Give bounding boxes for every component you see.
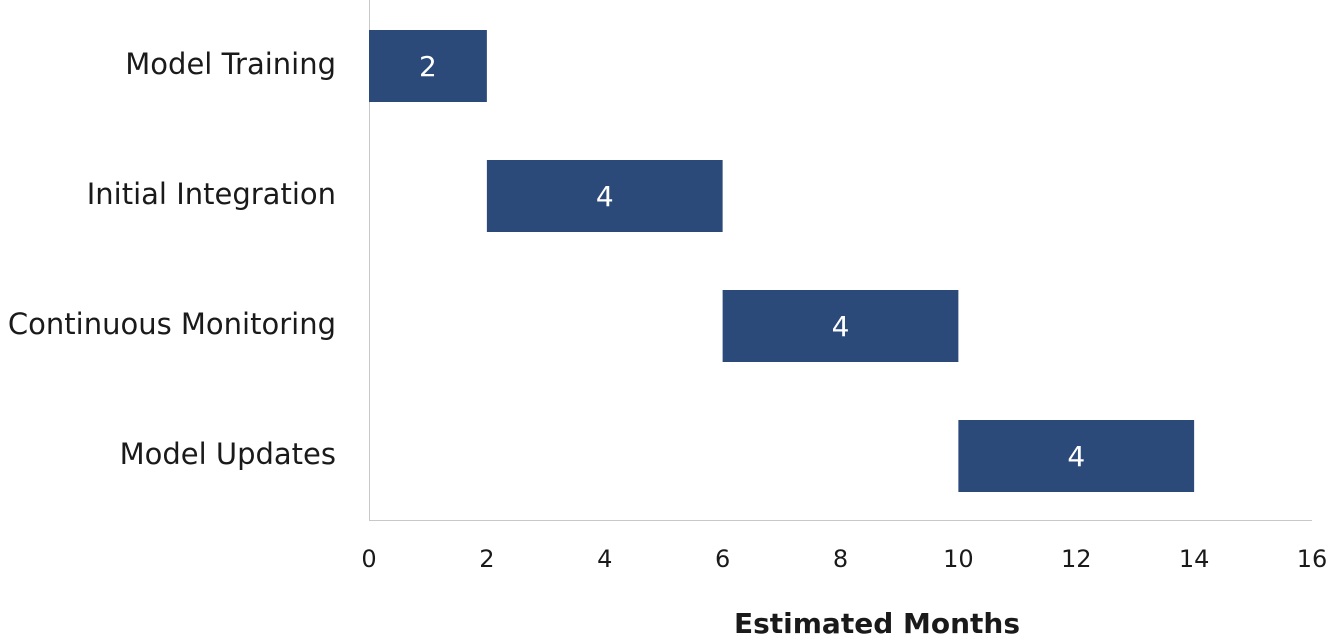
x-tick-label: 0 xyxy=(361,545,376,573)
bar-value-label: 2 xyxy=(419,50,437,83)
bar xyxy=(486,160,723,232)
x-tick-label: 16 xyxy=(1297,545,1328,573)
y-tick-label: Model Training xyxy=(125,47,336,81)
y-tick-label: Initial Integration xyxy=(87,177,336,211)
x-tick-label: 8 xyxy=(833,545,848,573)
bar xyxy=(369,30,487,102)
x-axis-title: Estimated Months xyxy=(734,607,1020,638)
bar-value-label: 4 xyxy=(832,310,850,343)
bar-value-label: 4 xyxy=(1067,440,1085,473)
x-tick-label: 6 xyxy=(715,545,730,573)
x-tick-label: 2 xyxy=(479,545,494,573)
x-tick-label: 12 xyxy=(1061,545,1092,573)
bar xyxy=(722,290,959,362)
y-tick-label: Continuous Monitoring xyxy=(8,307,336,341)
bar xyxy=(958,420,1195,492)
x-tick-label: 10 xyxy=(943,545,974,573)
x-tick-label: 14 xyxy=(1179,545,1210,573)
x-tick-label: 4 xyxy=(597,545,612,573)
y-tick-label: Model Updates xyxy=(120,437,336,471)
bar-value-label: 4 xyxy=(596,180,614,213)
